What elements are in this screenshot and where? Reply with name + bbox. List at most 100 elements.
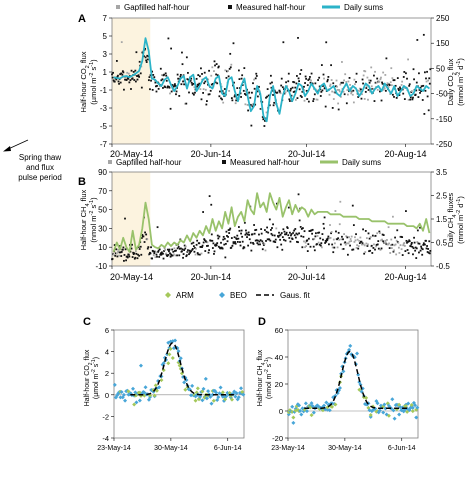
- panel-b-y2tick-label-1: 0.5: [436, 239, 448, 248]
- measured-point: [262, 118, 265, 121]
- measured-point: [336, 238, 338, 241]
- gapfilled-point: [210, 74, 213, 77]
- gapfilled-point: [427, 79, 430, 82]
- legend-b-gapfilled-label: Gapfilled half-hour: [116, 158, 182, 167]
- measured-point: [421, 248, 424, 251]
- measured-point: [397, 89, 400, 92]
- measured-point: [310, 72, 313, 75]
- measured-point: [243, 246, 246, 249]
- measured-point: [324, 242, 327, 244]
- measured-point: [429, 68, 432, 71]
- measured-point: [178, 254, 181, 257]
- measured-point: [163, 250, 165, 252]
- gapfilled-point: [341, 248, 344, 251]
- panel-b-xtick-label-3: 20-Aug-14: [384, 272, 426, 282]
- measured-point: [210, 83, 213, 86]
- gapfilled-point: [390, 84, 393, 87]
- measured-point: [427, 109, 430, 112]
- gapfilled-point: [329, 236, 332, 239]
- measured-point: [178, 95, 181, 97]
- measured-point: [385, 57, 388, 60]
- beo-point: [131, 386, 136, 391]
- measured-point: [120, 251, 123, 253]
- gapfilled-point: [265, 111, 268, 114]
- measured-point: [251, 233, 254, 236]
- beo-point: [383, 406, 388, 411]
- measured-point: [293, 81, 296, 84]
- measured-point: [217, 65, 220, 68]
- measured-point: [132, 71, 135, 73]
- measured-point: [283, 230, 286, 233]
- measured-point: [294, 86, 297, 89]
- measured-point: [408, 84, 411, 87]
- measured-point: [337, 231, 340, 234]
- panel-d-ytick-label-3: 40: [275, 353, 283, 362]
- gapfilled-point: [184, 102, 187, 105]
- beo-point: [327, 408, 332, 413]
- beo-point: [200, 398, 205, 403]
- measured-point: [292, 91, 295, 93]
- measured-point: [208, 69, 210, 72]
- gapfilled-point: [304, 246, 306, 249]
- arm-point: [168, 346, 173, 351]
- arm-point: [211, 398, 216, 403]
- measured-point: [283, 92, 286, 95]
- measured-point: [282, 41, 285, 44]
- gapfilled-point: [365, 242, 368, 245]
- measured-point: [236, 240, 239, 243]
- measured-point: [222, 92, 225, 95]
- measured-point: [421, 99, 424, 101]
- gapfilled-point: [351, 93, 354, 96]
- measured-point: [374, 248, 376, 251]
- measured-point: [205, 241, 208, 243]
- gapfilled-point: [393, 244, 396, 247]
- gapfilled-point: [329, 85, 331, 87]
- measured-point: [278, 231, 280, 234]
- measured-point: [254, 229, 257, 232]
- gapfilled-point: [333, 242, 336, 245]
- measured-point: [255, 75, 258, 77]
- panel-d-ytick-label-1: 0: [279, 407, 283, 416]
- gapfilled-point: [380, 239, 382, 242]
- measured-point: [255, 239, 258, 242]
- measured-point: [115, 78, 118, 81]
- gapfilled-point: [379, 78, 382, 81]
- panel-a-y2tick-label-3: 50: [436, 64, 445, 73]
- measured-point: [378, 230, 381, 233]
- measured-point: [322, 238, 324, 241]
- measured-point: [306, 98, 309, 100]
- measured-point: [123, 259, 125, 262]
- measured-point: [204, 250, 207, 252]
- measured-point: [292, 81, 295, 83]
- gapfilled-point: [194, 253, 197, 256]
- gapfilled-point: [315, 98, 318, 101]
- measured-point: [137, 253, 139, 256]
- gapfilled-point: [379, 248, 382, 251]
- panel-c-ytick-label-4: 4: [105, 348, 109, 357]
- beo-point: [210, 392, 215, 397]
- panel-a-ytick-label-5: 3: [103, 50, 108, 59]
- gapfilled-point: [375, 81, 378, 84]
- measured-point: [428, 252, 431, 255]
- measured-point: [134, 69, 137, 72]
- measured-point: [148, 253, 151, 255]
- measured-point: [208, 195, 211, 198]
- measured-point: [233, 95, 236, 98]
- gapfilled-point: [193, 86, 196, 89]
- measured-point: [270, 232, 273, 235]
- measured-point: [198, 253, 201, 256]
- gapfilled-point: [120, 41, 123, 44]
- measured-point: [374, 81, 377, 84]
- measured-point: [151, 88, 154, 91]
- gapfilled-point: [425, 80, 428, 83]
- measured-point: [111, 258, 114, 260]
- plot-a: -7 -5 -3 -1 1 3 5 7 -250 -150 -50 50 150 250 20-May-14…: [100, 14, 453, 159]
- measured-point: [302, 235, 305, 238]
- panel-b-legend: Gapfilled half-hour Measured half-hour D…: [108, 158, 381, 167]
- measured-point: [216, 234, 219, 237]
- measured-point: [307, 243, 310, 246]
- measured-point: [179, 73, 182, 76]
- measured-point: [271, 227, 273, 229]
- measured-point: [419, 249, 422, 252]
- gapfilled-point: [368, 79, 370, 82]
